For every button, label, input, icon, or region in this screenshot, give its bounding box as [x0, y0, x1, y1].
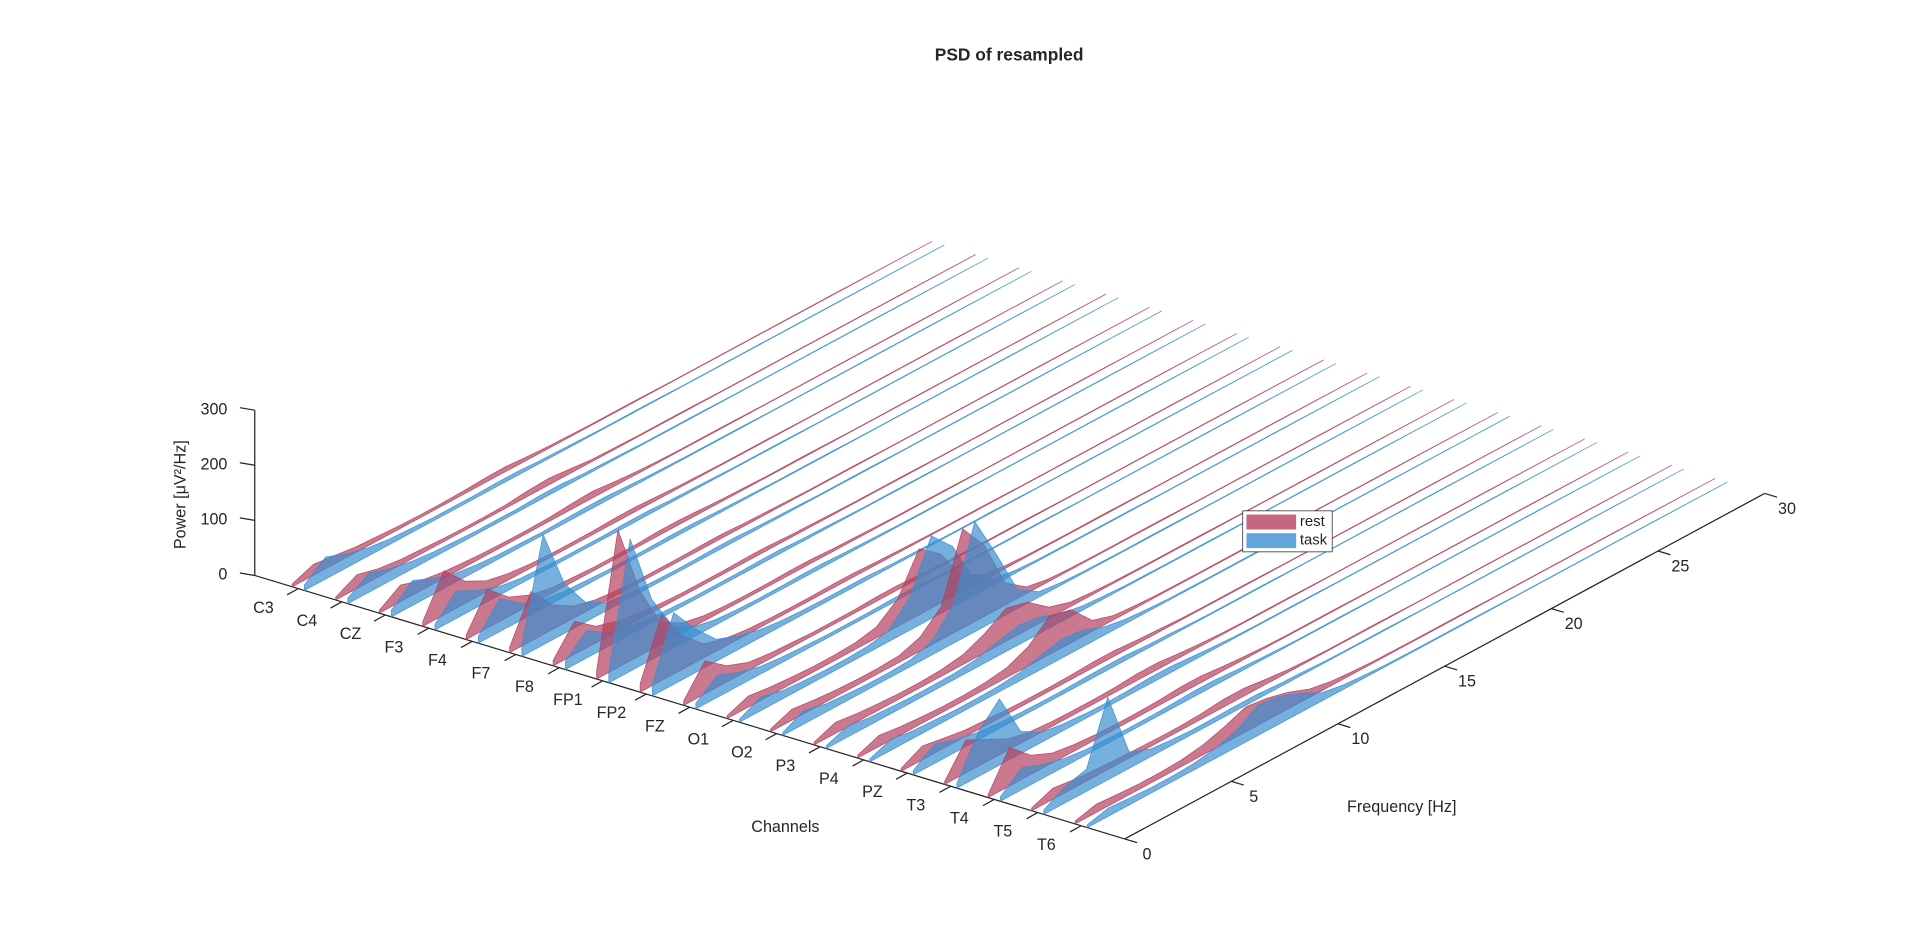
psd-area — [422, 280, 1063, 627]
psd-area — [999, 455, 1641, 802]
x-tick-label: 30 — [1778, 500, 1796, 518]
y-tick-label: FZ — [645, 717, 665, 735]
y-tick — [895, 772, 908, 780]
z-tick-label: 0 — [218, 566, 227, 584]
y-tick — [1026, 812, 1038, 820]
x-tick-label: 25 — [1671, 557, 1689, 575]
psd-area — [291, 240, 933, 588]
y-tick-label: T6 — [1037, 836, 1056, 854]
z-tick-label: 100 — [200, 511, 227, 529]
x-tick — [1657, 550, 1671, 556]
y-tick — [808, 746, 821, 754]
psd-area — [782, 389, 1423, 737]
y-tick-label: C4 — [297, 612, 318, 630]
y-tick-label: O2 — [731, 744, 753, 762]
x-tick — [1764, 492, 1778, 498]
y-tick — [765, 732, 778, 741]
y-tick-label: C3 — [253, 599, 274, 617]
y-tick — [634, 693, 647, 701]
legend-swatch — [1246, 533, 1297, 549]
y-tick — [373, 614, 386, 622]
y-tick — [852, 759, 864, 767]
y-tick — [547, 667, 560, 675]
z-tick — [239, 407, 255, 411]
x-tick — [1124, 838, 1138, 844]
y-tick — [678, 706, 691, 714]
z-tick-label: 200 — [200, 456, 227, 474]
legend-swatch — [1246, 514, 1297, 530]
psd-area — [825, 402, 1467, 750]
x-tick-label: 5 — [1249, 788, 1258, 806]
z-tick — [239, 462, 255, 466]
psd-area — [770, 385, 1411, 733]
y-tick — [460, 640, 473, 649]
x-tick — [1337, 723, 1351, 729]
y-tick — [591, 680, 604, 688]
y-tick-label: P4 — [819, 770, 839, 788]
x-axis-label: Frequency [Hz] — [1347, 798, 1456, 816]
z-axis-label: Power [μV²/Hz] — [172, 440, 190, 549]
x-tick-label: 15 — [1458, 673, 1476, 691]
y-tick-label: FP2 — [597, 704, 627, 722]
x-tick-label: 20 — [1565, 615, 1583, 633]
x-tick-label: 10 — [1351, 730, 1369, 748]
z-tick-label: 300 — [200, 400, 227, 418]
psd-area — [813, 399, 1455, 746]
y-tick-label: F4 — [428, 651, 447, 669]
y-tick-label: T5 — [993, 823, 1012, 841]
psd-area — [695, 363, 1336, 710]
psd-area — [1043, 468, 1684, 816]
y-tick — [1069, 825, 1082, 833]
psd-area — [1086, 481, 1728, 829]
y-tick — [721, 719, 734, 728]
y-axis-label: Channels — [751, 818, 819, 836]
x-tick — [1231, 780, 1244, 786]
psd-area — [434, 284, 1076, 631]
psd-area — [509, 306, 1150, 654]
y-tick-label: CZ — [340, 625, 362, 643]
psd-area — [347, 257, 989, 605]
legend-label: rest — [1300, 514, 1326, 530]
y-tick-label: F7 — [472, 665, 491, 683]
y-tick-label: FP1 — [553, 691, 583, 709]
psd-area — [303, 244, 945, 592]
y-tick — [939, 785, 951, 793]
x-tick — [1444, 665, 1458, 671]
psd-area — [378, 267, 1020, 614]
psd-area — [738, 376, 1380, 723]
x-tick — [1551, 608, 1564, 613]
psd-area — [651, 350, 1293, 697]
psd-area — [335, 254, 976, 601]
y-tick — [330, 601, 343, 609]
psd-area — [1074, 478, 1716, 825]
y-tick-label: P3 — [776, 757, 796, 775]
z-tick — [239, 572, 255, 577]
y-tick — [982, 798, 995, 807]
y-tick — [417, 627, 430, 635]
z-tick — [239, 517, 255, 521]
x-tick-label: 0 — [1143, 845, 1152, 863]
psd-area — [521, 310, 1162, 657]
psd-area — [683, 359, 1324, 706]
chart-title: PSD of resampled — [935, 45, 1084, 65]
y-tick — [286, 588, 299, 596]
y-tick-label: T3 — [906, 796, 925, 814]
psd-area — [608, 336, 1249, 684]
legend-label: task — [1300, 533, 1328, 549]
psd-area — [912, 429, 1554, 776]
y-tick-label: O1 — [688, 731, 710, 749]
y-tick-label: F3 — [385, 638, 404, 656]
y-tick-label: PZ — [862, 783, 883, 801]
y-tick-label: T4 — [950, 810, 969, 828]
y-tick — [504, 653, 517, 662]
y-tick-label: F8 — [515, 678, 534, 696]
psd-area — [956, 442, 1597, 789]
psd-area — [987, 451, 1629, 799]
